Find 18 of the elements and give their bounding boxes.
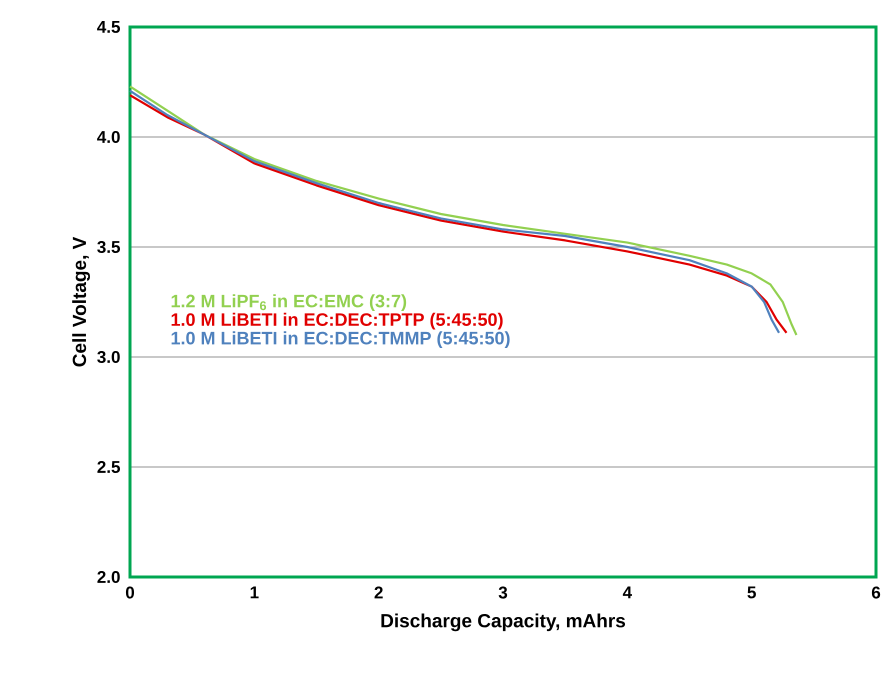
y-tick-label: 2.0 (97, 570, 120, 584)
x-tick-label: 2 (374, 586, 383, 598)
y-tick-label: 3.0 (97, 350, 120, 364)
x-tick-label: 1 (250, 586, 259, 598)
x-tick-label: 3 (498, 586, 508, 599)
text: 1.0 M LiBETI in EC:DEC:TMMP (5:45:50) (172, 331, 510, 348)
text: 1.2 M LiPF$_{6}$ in EC:EMC (3:7) (172, 294, 406, 311)
x-tick-label: 4 (622, 586, 632, 598)
x-tick-label: 6 (872, 586, 880, 599)
y-tick-label: 4.0 (97, 130, 120, 144)
x-axis-title: Discharge Capacity, mAhrs (381, 613, 626, 632)
x-tick-label: 0 (126, 586, 134, 599)
y-tick-label: 3.5 (97, 240, 120, 254)
y-tick-label: 2.5 (97, 460, 120, 474)
x-tick-label: 5 (747, 586, 756, 598)
y-axis-title: Cell Voltage, V (72, 236, 90, 366)
text: 1.0 M LiBETI in EC:DEC:TPTP (5:45:50) (172, 312, 503, 330)
y-tick-label: 4.5 (97, 21, 120, 33)
